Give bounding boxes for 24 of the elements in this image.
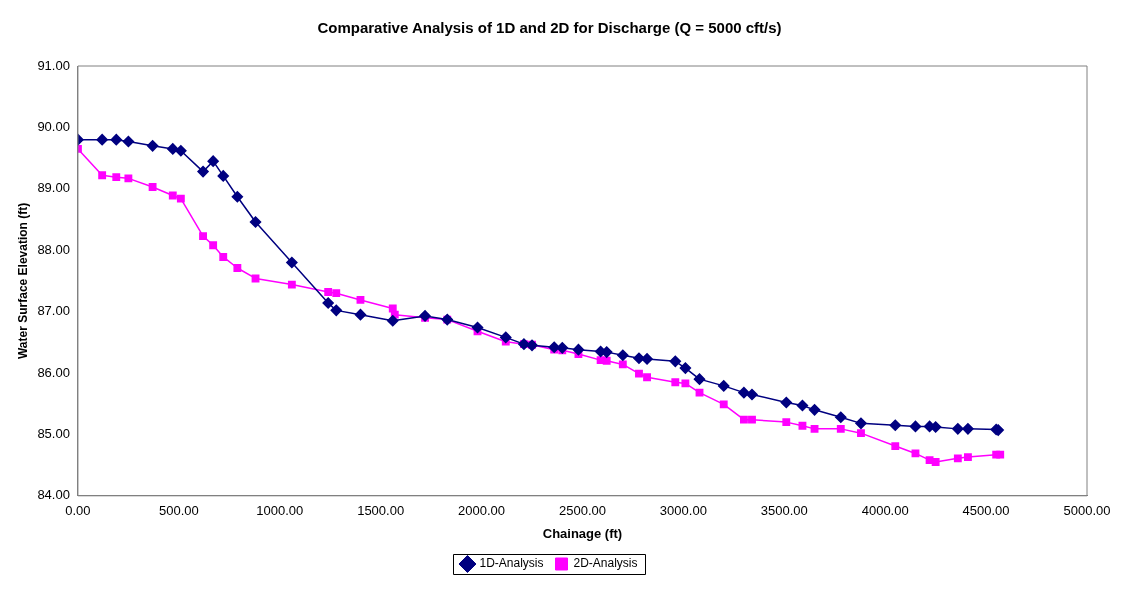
x-axis-title: Chainage (ft) — [542, 525, 623, 541]
x-tick-label: 4000.00 — [861, 503, 909, 519]
y-tick-label: 89.00 — [37, 180, 70, 196]
x-tick-label: 3000.00 — [659, 503, 707, 519]
y-tick-label: 91.00 — [37, 57, 70, 73]
x-tick-label: 3500.00 — [760, 503, 808, 519]
x-tick-label: 0.00 — [65, 503, 91, 519]
y-tick-label: 87.00 — [37, 303, 70, 319]
x-tick-label: 2500.00 — [558, 503, 606, 519]
x-tick-label: 1500.00 — [357, 503, 405, 519]
x-tick-label: 5000.00 — [1063, 503, 1111, 519]
x-tick-label: 2000.00 — [458, 503, 506, 519]
y-tick-label: 85.00 — [37, 425, 70, 441]
legend-label: 1D-Analysis — [479, 556, 544, 571]
y-axis-title: Water Surface Elevation (ft) — [15, 202, 30, 360]
x-tick-label: 1000.00 — [256, 503, 304, 519]
chart-title: Comparative Analysis of 1D and 2D for Discharge (Q = 5000 cft/s) — [317, 19, 782, 37]
x-tick-label: 4500.00 — [962, 503, 1010, 519]
y-tick-label: 86.00 — [37, 364, 70, 380]
legend-label: 2D-Analysis — [573, 556, 638, 571]
x-tick-label: 500.00 — [158, 503, 199, 519]
y-tick-label: 90.00 — [37, 118, 70, 134]
y-tick-label: 84.00 — [37, 487, 70, 503]
y-tick-label: 88.00 — [37, 241, 70, 257]
